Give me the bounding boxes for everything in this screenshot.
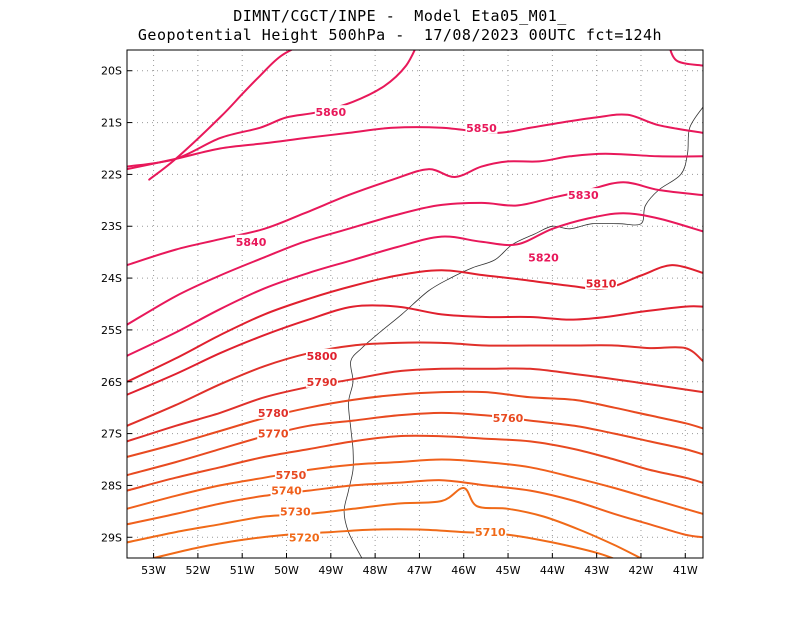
contour-label-bg — [527, 250, 560, 264]
contour-label-5780: 5780 — [258, 407, 289, 420]
contour-5820 — [127, 212, 703, 357]
contour-label-5860: 5860 — [316, 106, 347, 119]
contour-5760 — [127, 411, 703, 477]
contour-label-bg — [257, 426, 290, 440]
contour-5780 — [127, 367, 703, 443]
x-tick-label: 42W — [629, 564, 654, 577]
contour-label-bg — [270, 483, 303, 497]
y-axis-ticks: 20S 21S 22S 23S 24S 25S 26S 27S 28S 29S — [101, 65, 132, 544]
contour-lines — [127, 50, 703, 558]
chart-title-line-2: Geopotential Height 500hPa - 17/08/2023 … — [137, 26, 663, 44]
contour-labels: 5860 5850 5840 5830 5820 5810 5800 5790 5780 5770… — [235, 105, 618, 544]
x-tick-label: 43W — [584, 564, 609, 577]
x-tick-label: 46W — [451, 564, 476, 577]
y-tick-label: 20S — [101, 65, 122, 78]
x-tick-label: 52W — [185, 564, 210, 577]
y-tick-label: 21S — [101, 117, 122, 130]
x-tick-label: 41W — [673, 564, 698, 577]
contour-label-5790: 5790 — [307, 376, 338, 389]
x-tick-label: 53W — [141, 564, 166, 577]
x-tick-label: 51W — [230, 564, 255, 577]
contour-5850 — [127, 113, 703, 171]
x-axis-ticks: 53W 52W 51W 50W 49W 48W 47W 46W 45W 44W 43W 42W 41W — [141, 553, 698, 577]
contour-label-bg — [567, 188, 600, 202]
chart-title-line-1: DIMNT/CGCT/INPE - Model Eta05_M01_ — [233, 7, 567, 25]
contour-label-bg — [305, 348, 338, 362]
x-tick-label: 48W — [363, 564, 388, 577]
x-tick-label: 47W — [407, 564, 432, 577]
contour-label-5720: 5720 — [289, 531, 320, 544]
contour-label-5820: 5820 — [528, 251, 559, 264]
contour-5720 — [127, 487, 643, 558]
contour-label-5810: 5810 — [586, 277, 617, 290]
contour-5840 — [127, 152, 703, 267]
contour-label-bg — [288, 530, 321, 544]
contour-label-bg — [305, 374, 338, 388]
plot-frame — [126, 49, 704, 559]
contour-label-bg — [474, 525, 507, 539]
y-tick-label: 29S — [101, 531, 122, 544]
y-tick-label: 26S — [101, 376, 122, 389]
contour-label-5770: 5770 — [258, 428, 289, 441]
contour-label-5850: 5850 — [466, 122, 497, 135]
y-tick-label: 28S — [101, 479, 122, 492]
contour-label-5710: 5710 — [475, 526, 506, 539]
contour-5800 — [127, 304, 703, 396]
contour-label-bg — [465, 120, 498, 134]
plot-area — [127, 50, 703, 558]
x-tick-label: 44W — [540, 564, 565, 577]
y-tick-label: 24S — [101, 272, 122, 285]
y-tick-label: 22S — [101, 168, 122, 181]
contour-label-5760: 5760 — [493, 412, 524, 425]
contour-label-bg — [314, 105, 347, 119]
contour-5860 — [669, 50, 703, 67]
contour-label-5840: 5840 — [236, 236, 267, 249]
x-tick-label: 45W — [496, 564, 521, 577]
y-tick-label: 27S — [101, 428, 122, 441]
contour-5710 — [152, 528, 615, 558]
contour-5860 — [127, 50, 416, 168]
contour-label-bg — [235, 234, 268, 248]
y-tick-label: 23S — [101, 220, 122, 233]
y-tick-label: 25S — [101, 324, 122, 337]
contour-label-bg — [279, 504, 312, 518]
contour-label-bg — [492, 411, 525, 425]
contour-label-5740: 5740 — [271, 485, 302, 498]
contour-5830 — [127, 181, 703, 326]
contour-5790 — [127, 341, 703, 427]
contour-label-5750: 5750 — [276, 469, 307, 482]
contour-5730 — [127, 479, 703, 539]
x-tick-label: 49W — [318, 564, 343, 577]
contour-label-bg — [257, 405, 290, 419]
contour-5740 — [127, 458, 703, 515]
contour-label-bg — [274, 468, 307, 482]
contour-label-5830: 5830 — [568, 189, 599, 202]
x-tick-label: 50W — [274, 564, 299, 577]
contour-label-bg — [585, 276, 618, 290]
contour-5770 — [127, 390, 703, 458]
contour-5810 — [127, 264, 703, 383]
contour-label-5730: 5730 — [280, 505, 311, 518]
contour-5750 — [127, 434, 703, 492]
contour-label-5800: 5800 — [307, 350, 338, 363]
